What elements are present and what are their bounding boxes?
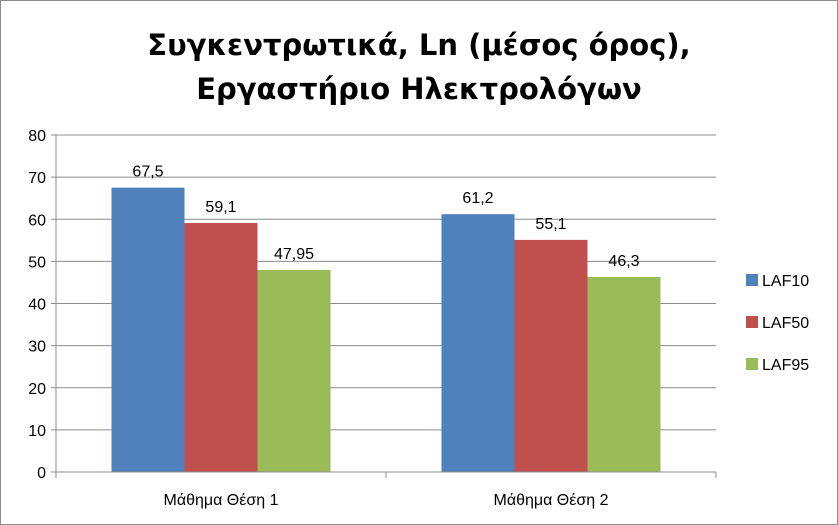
data-label-LAF10-2: 61,2 xyxy=(462,190,493,207)
legend-label-LAF50: LAF50 xyxy=(762,315,809,332)
bar-LAF10-2 xyxy=(441,214,515,472)
bar-LAF10-1 xyxy=(111,187,185,472)
bar-LAF95-1 xyxy=(257,270,331,472)
y-tick-label-30: 30 xyxy=(28,339,46,356)
data-label-LAF50-1: 59,1 xyxy=(205,199,236,216)
y-tick-label-20: 20 xyxy=(28,381,46,398)
data-label-LAF10-1: 67,5 xyxy=(132,164,163,181)
y-tick-label-60: 60 xyxy=(28,212,46,229)
bar-LAF95-2 xyxy=(587,276,661,472)
data-label-LAF95-1: 47,95 xyxy=(274,246,314,263)
bar-LAF50-2 xyxy=(514,239,588,472)
data-label-LAF50-2: 55,1 xyxy=(535,216,566,233)
y-tick-label-10: 10 xyxy=(28,423,46,440)
chart-title-line-2: Εργαστήριο Ηλεκτρολόγων xyxy=(196,72,642,106)
x-category-label-1: Μάθημα Θέση 1 xyxy=(164,492,279,509)
legend-label-LAF10: LAF10 xyxy=(762,273,809,290)
legend-swatch-LAF10 xyxy=(746,274,758,286)
y-tick-label-50: 50 xyxy=(28,254,46,271)
legend-label-LAF95: LAF95 xyxy=(762,357,809,374)
y-tick-label-0: 0 xyxy=(37,465,46,482)
y-tick-label-70: 70 xyxy=(28,170,46,187)
chart-title-line-1: Συγκεντρωτικά, Ln (μέσος όρος), xyxy=(147,28,691,62)
chart-title: Συγκεντρωτικά, Ln (μέσος όρος), Εργαστήρ… xyxy=(1,23,837,111)
x-category-label-2: Μάθημα Θέση 2 xyxy=(494,492,609,509)
data-label-LAF95-2: 46,3 xyxy=(608,253,639,270)
legend-swatch-LAF95 xyxy=(746,358,758,370)
bar-LAF50-1 xyxy=(184,223,258,472)
y-tick-label-80: 80 xyxy=(28,128,46,145)
y-tick-label-40: 40 xyxy=(28,297,46,314)
legend-swatch-LAF50 xyxy=(746,316,758,328)
